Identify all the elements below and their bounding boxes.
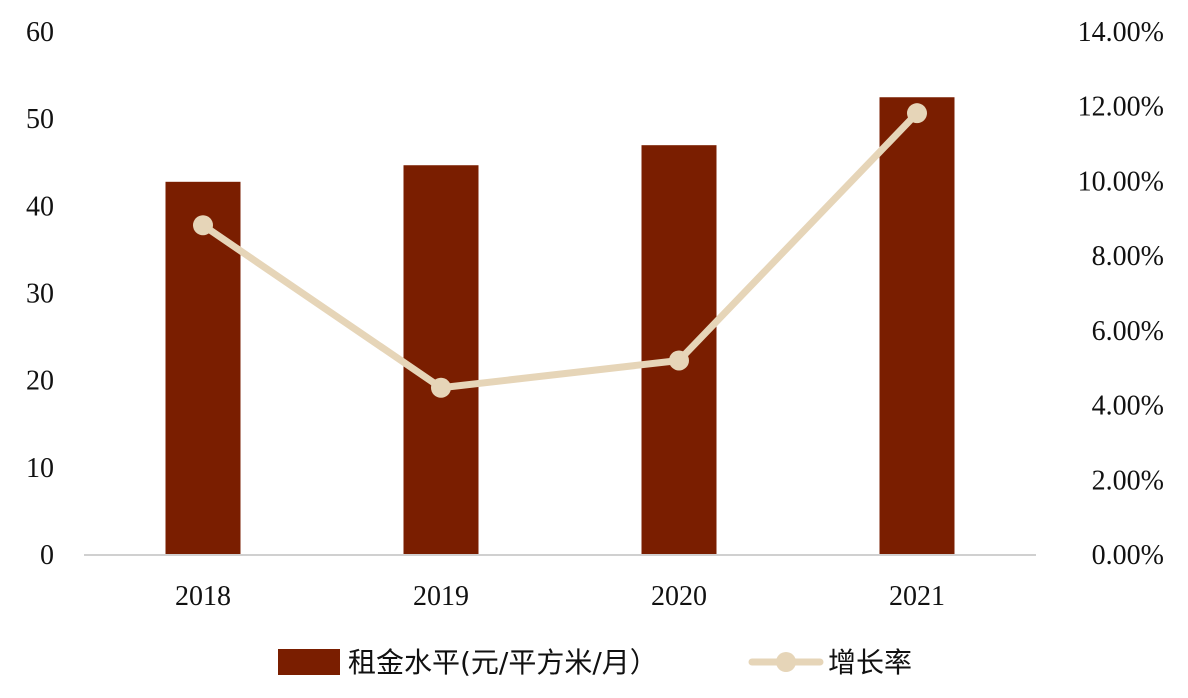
- x-tick-label: 2020: [651, 581, 707, 612]
- legend-line-label: 增长率: [828, 646, 912, 679]
- right-tick-label: 8.00%: [1092, 241, 1164, 272]
- line-point: [669, 350, 689, 371]
- bar: [165, 181, 241, 554]
- bar: [641, 145, 717, 554]
- left-tick-label: 40: [26, 191, 54, 222]
- line-point: [907, 103, 927, 124]
- growth-line: [199, 109, 921, 392]
- right-tick-label: 6.00%: [1092, 316, 1164, 347]
- x-tick-label: 2019: [413, 581, 469, 612]
- right-tick-label: 0.00%: [1092, 540, 1164, 571]
- left-tick-label: 20: [26, 366, 54, 397]
- left-tick-label: 50: [26, 104, 54, 135]
- right-y-axis: 0.00% 2.00% 4.00% 6.00% 8.00% 10.00% 12.00% 14.…: [1078, 17, 1164, 571]
- right-tick-label: 4.00%: [1092, 391, 1164, 422]
- bar-series: [165, 97, 955, 554]
- right-tick-label: 12.00%: [1078, 92, 1164, 123]
- legend-line-marker: [776, 652, 796, 672]
- legend-bar-label: 租金水平(元/平方米/月）: [348, 646, 658, 679]
- line-point: [431, 377, 451, 398]
- legend-bar-swatch: [278, 649, 340, 675]
- bar: [879, 97, 955, 554]
- x-tick-label: 2021: [889, 581, 945, 612]
- right-tick-label: 10.00%: [1078, 166, 1164, 197]
- right-tick-label: 2.00%: [1092, 465, 1164, 496]
- legend: 租金水平(元/平方米/月） 增长率: [278, 646, 912, 679]
- right-tick-label: 14.00%: [1078, 17, 1164, 48]
- line-series: [193, 103, 927, 398]
- left-y-axis: 0 10 20 30 40 50 60: [26, 17, 54, 571]
- left-tick-label: 10: [26, 453, 54, 484]
- line-point: [193, 215, 213, 236]
- x-axis: 2018 2019 2020 2021: [175, 581, 945, 612]
- x-tick-label: 2018: [175, 581, 231, 612]
- bar: [403, 165, 479, 554]
- left-tick-label: 60: [26, 17, 54, 48]
- left-tick-label: 30: [26, 279, 54, 310]
- left-tick-label: 0: [40, 540, 54, 571]
